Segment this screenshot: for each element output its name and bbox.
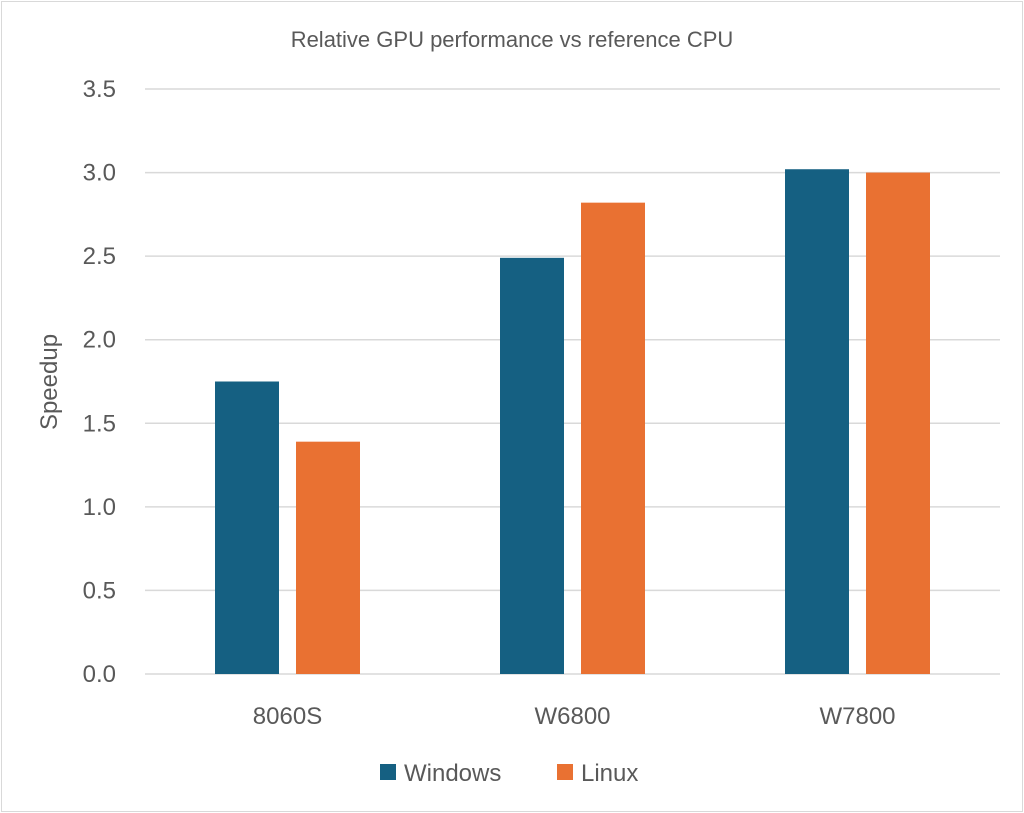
x-tick-label: 8060S — [253, 703, 322, 730]
bar-linux-w7800 — [866, 172, 930, 675]
bar-windows-w7800 — [785, 169, 849, 674]
y-tick-label: 2.0 — [83, 327, 116, 354]
x-tick-label: W7800 — [819, 703, 895, 730]
y-tick-label: 1.5 — [83, 410, 116, 437]
chart-title: Relative GPU performance vs reference CP… — [291, 27, 734, 52]
y-tick-label: 2.5 — [83, 243, 116, 270]
bar-linux-w6800 — [581, 202, 645, 674]
y-tick-label: 3.5 — [83, 76, 116, 103]
legend-swatch-linux — [557, 764, 573, 780]
legend-label: Windows — [404, 760, 501, 787]
y-tick-label: 0.0 — [83, 661, 116, 688]
y-axis-label: Speedup — [36, 334, 63, 430]
legend-label: Linux — [581, 760, 638, 787]
y-tick-label: 0.5 — [83, 577, 116, 604]
y-tick-label: 1.0 — [83, 494, 116, 521]
x-tick-label: W6800 — [534, 703, 610, 730]
bar-windows-w6800 — [500, 257, 564, 674]
y-tick-label: 3.0 — [83, 160, 116, 187]
legend-swatch-windows — [380, 764, 396, 780]
bar-linux-8060s — [296, 441, 360, 674]
bar-windows-8060s — [215, 381, 279, 674]
